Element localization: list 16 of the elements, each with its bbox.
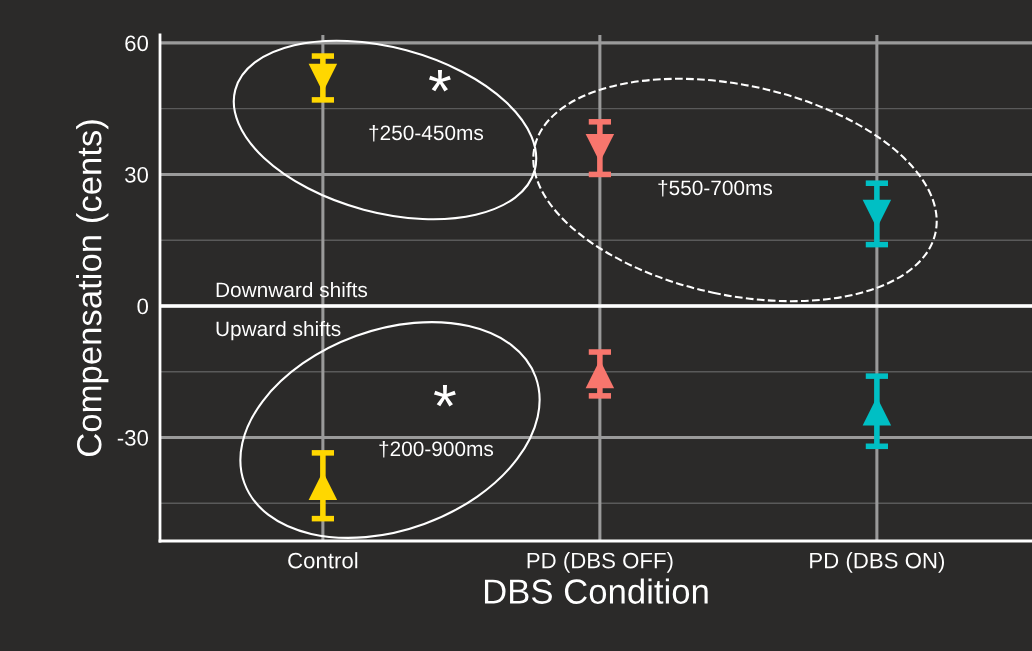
- annotation: *: [428, 69, 451, 92]
- y-tick-label: -30: [117, 430, 149, 446]
- y-axis-title: Compensation (cents): [76, 120, 109, 457]
- y-tick-label: 60: [125, 35, 149, 52]
- annotation: †250-450ms: [369, 124, 484, 142]
- annotation: Upward shifts: [216, 320, 341, 341]
- annotation: †550-700ms: [658, 179, 773, 197]
- annotation: Downward shifts: [216, 281, 368, 298]
- x-tick-label: PD (DBS OFF): [527, 552, 673, 573]
- x-tick-label: Control: [288, 552, 358, 569]
- annotation: †200-900ms: [379, 440, 494, 458]
- y-tick-label: 30: [125, 166, 149, 183]
- x-axis-title: DBS Condition: [484, 578, 708, 604]
- annotation: *: [433, 384, 456, 407]
- x-tick-label: PD (DBS ON): [810, 552, 945, 573]
- y-tick-label: 0: [137, 298, 149, 315]
